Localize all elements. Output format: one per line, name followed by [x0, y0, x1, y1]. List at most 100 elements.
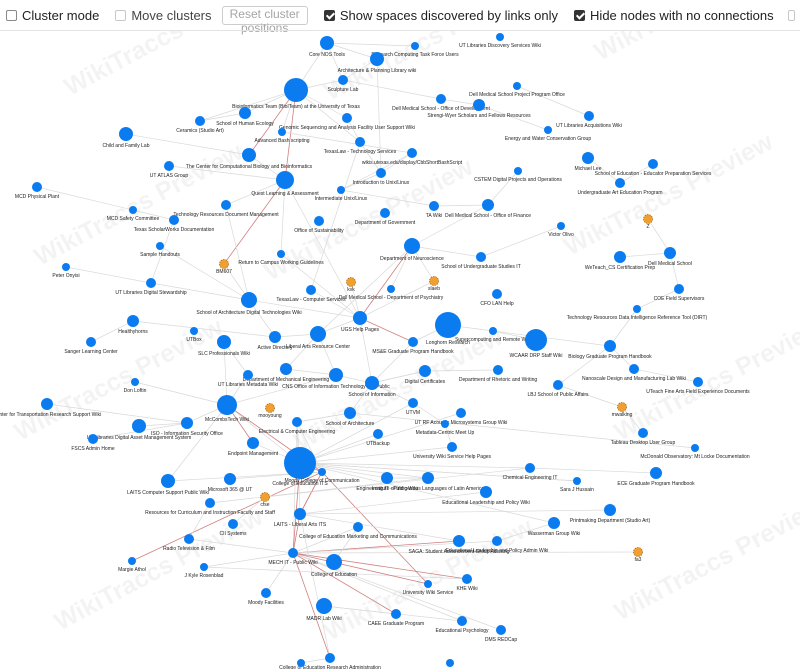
- user-node-dot[interactable]: [265, 403, 275, 413]
- space-node[interactable]: University Wiki Service Help Pages: [413, 442, 492, 460]
- space-node-dot[interactable]: [582, 152, 594, 164]
- space-node[interactable]: Architecture & Planning Library wiki: [338, 52, 417, 74]
- space-node-dot[interactable]: [217, 335, 231, 349]
- space-node-dot[interactable]: [456, 408, 466, 418]
- space-node[interactable]: Department of Neuroscience: [380, 238, 444, 262]
- space-node-dot[interactable]: [280, 363, 292, 375]
- space-node[interactable]: Biology Graduate Program Handbook: [568, 340, 652, 360]
- space-node[interactable]: School of Human Ecology: [216, 107, 274, 127]
- space-node-dot[interactable]: [344, 407, 356, 419]
- space-node[interactable]: School of Architecture Digital Technolog…: [196, 292, 302, 316]
- space-node[interactable]: McCombsTech Wiki: [205, 395, 249, 423]
- space-node[interactable]: Active Directory: [257, 331, 293, 351]
- space-node-dot[interactable]: [241, 292, 257, 308]
- space-node-dot[interactable]: [353, 311, 367, 325]
- space-node[interactable]: UTeach Fine Arts Field Experience Docume…: [646, 377, 750, 395]
- user-node-dot[interactable]: [617, 402, 627, 412]
- link-graph-canvas[interactable]: WikiTraccs Preview WikiTraccs Preview Wiki…: [0, 30, 800, 669]
- space-node[interactable]: School of Architecture: [326, 407, 375, 427]
- space-node[interactable]: Institute of Indigenous Languages of Lat…: [372, 472, 485, 492]
- space-node[interactable]: Educational Leadership and Policy Admin …: [446, 536, 549, 554]
- space-node[interactable]: Sanger Learning Center: [64, 337, 118, 355]
- space-node-dot[interactable]: [353, 522, 363, 532]
- space-node-dot[interactable]: [492, 289, 502, 299]
- space-node-dot[interactable]: [525, 329, 547, 351]
- space-node-dot[interactable]: [629, 364, 639, 374]
- reset-cluster-positions-button[interactable]: Reset cluster positions: [221, 5, 308, 35]
- space-node-dot[interactable]: [310, 326, 326, 342]
- space-node[interactable]: Printmaking Department (Studio Art): [570, 504, 651, 524]
- space-node[interactable]: Chemical Engineering IT: [503, 463, 558, 481]
- space-node-dot[interactable]: [365, 376, 379, 390]
- space-node-dot[interactable]: [314, 216, 324, 226]
- space-node[interactable]: School of Information: [348, 376, 396, 398]
- space-node[interactable]: Peter Onyisi: [52, 263, 80, 279]
- space-node[interactable]: UT Libraries Discovery Services Wiki: [459, 33, 541, 49]
- space-node[interactable]: Texas ScholarWorks Documentation: [134, 215, 215, 233]
- space-node-dot[interactable]: [326, 554, 342, 570]
- space-node-dot[interactable]: [129, 206, 137, 214]
- space-node[interactable]: UTBackup: [366, 429, 390, 447]
- space-node-dot[interactable]: [496, 33, 504, 41]
- space-node[interactable]: CAU Graduate Program: [274, 659, 327, 669]
- space-node[interactable]: Quest Learning & Assessment: [251, 171, 319, 197]
- space-node-dot[interactable]: [277, 250, 285, 258]
- space-node-dot[interactable]: [387, 285, 395, 293]
- space-node-dot[interactable]: [221, 200, 231, 210]
- space-node[interactable]: CFO LAN Help: [480, 289, 514, 307]
- space-node[interactable]: FSCS Admin Home: [71, 434, 115, 452]
- user-node[interactable]: slaeb: [428, 276, 440, 293]
- space-node-dot[interactable]: [224, 473, 236, 485]
- space-node-dot[interactable]: [419, 365, 431, 377]
- space-node[interactable]: Intermediate Unix/Linux: [315, 186, 368, 202]
- space-node[interactable]: Resources for Curriculum and Instruction…: [145, 498, 275, 516]
- space-node-dot[interactable]: [146, 278, 156, 288]
- space-node[interactable]: UT Libraries Digital Stewardship: [115, 278, 187, 296]
- space-node-dot[interactable]: [408, 398, 418, 408]
- space-node-dot[interactable]: [493, 365, 503, 375]
- space-node[interactable]: University Wiki Service: [403, 580, 454, 596]
- space-node-dot[interactable]: [169, 215, 179, 225]
- space-node[interactable]: Return to Campus Working Guidelines: [238, 250, 324, 266]
- space-node-dot[interactable]: [429, 201, 439, 211]
- user-node[interactable]: BM607: [216, 259, 232, 276]
- space-node[interactable]: UT RF Acoustic Microsystems Group Wiki: [415, 408, 508, 426]
- space-node[interactable]: Sample Handouts: [140, 242, 180, 258]
- space-node-dot[interactable]: [604, 340, 616, 352]
- space-node[interactable]: Michael Lee: [575, 152, 602, 172]
- space-node[interactable]: College of Education: [311, 554, 357, 578]
- space-node[interactable]: wikis.utexas.edu/display/CbbShortBashScr…: [362, 148, 463, 166]
- space-node[interactable]: Endpoint Management: [228, 437, 279, 457]
- space-node[interactable]: TA Wiki: [426, 201, 443, 219]
- space-node-dot[interactable]: [288, 548, 298, 558]
- space-node-dot[interactable]: [604, 504, 616, 516]
- extra-option-checkbox[interactable]: [787, 9, 795, 21]
- hide-nodes-toggle[interactable]: Hide nodes with no connections: [568, 8, 774, 23]
- space-node-dot[interactable]: [62, 263, 70, 271]
- space-node-dot[interactable]: [376, 168, 386, 178]
- space-node-dot[interactable]: [573, 477, 581, 485]
- space-node-dot[interactable]: [132, 419, 146, 433]
- space-node[interactable]: College of Education Marketing and Commu…: [299, 522, 417, 540]
- space-node[interactable]: CAEE Graduate Program: [368, 609, 424, 627]
- space-node-dot[interactable]: [664, 247, 676, 259]
- space-node-dot[interactable]: [496, 625, 506, 635]
- space-node[interactable]: MS&E Graduate Program Handbook: [372, 337, 454, 355]
- space-node-dot[interactable]: [318, 468, 326, 476]
- space-node[interactable]: Center for Transportation Research Suppo…: [0, 398, 101, 418]
- space-node-dot[interactable]: [156, 242, 164, 250]
- space-node-dot[interactable]: [446, 659, 454, 667]
- space-node-dot[interactable]: [278, 128, 286, 136]
- space-node-dot[interactable]: [548, 517, 560, 529]
- space-node-dot[interactable]: [370, 52, 384, 66]
- space-node-dot[interactable]: [453, 535, 465, 547]
- space-node-dot[interactable]: [32, 182, 42, 192]
- space-node[interactable]: Electrical & Computer Engineering: [259, 417, 336, 435]
- space-node[interactable]: UT Libraries Metadata Wiki: [218, 370, 278, 388]
- space-node-dot[interactable]: [284, 447, 316, 479]
- user-node-dot[interactable]: [219, 259, 229, 269]
- space-node-dot[interactable]: [128, 557, 136, 565]
- space-node[interactable]: Genomic Sequencing and Analysis Facility…: [279, 113, 415, 131]
- space-node-dot[interactable]: [247, 437, 259, 449]
- space-node[interactable]: CII Systems: [220, 519, 247, 537]
